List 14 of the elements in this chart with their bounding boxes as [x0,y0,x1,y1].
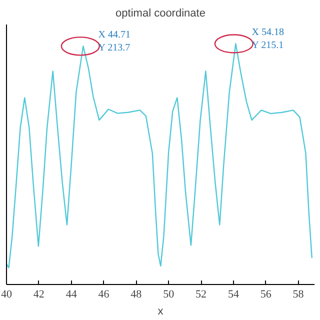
x-tick-label: 54 [228,288,240,300]
x-tick-label: 46 [98,288,110,300]
x-tick-label: 42 [33,288,44,300]
annotation: X 44.71 Y 213.7 [98,29,130,54]
annotation: X 54.18 Y 215.1 [252,26,284,52]
x-tick-label: 48 [130,288,142,300]
x-tick-label: 58 [292,288,304,300]
x-axis-title: x [158,306,164,318]
x-tick-label: 52 [196,288,207,300]
chart-title: optimal coordinate [116,8,206,20]
x-tick-label: 56 [260,288,272,300]
x-tick-label: 44 [66,288,78,300]
x-tick-label: 50 [163,288,175,300]
x-tick-label: 40 [1,288,12,300]
